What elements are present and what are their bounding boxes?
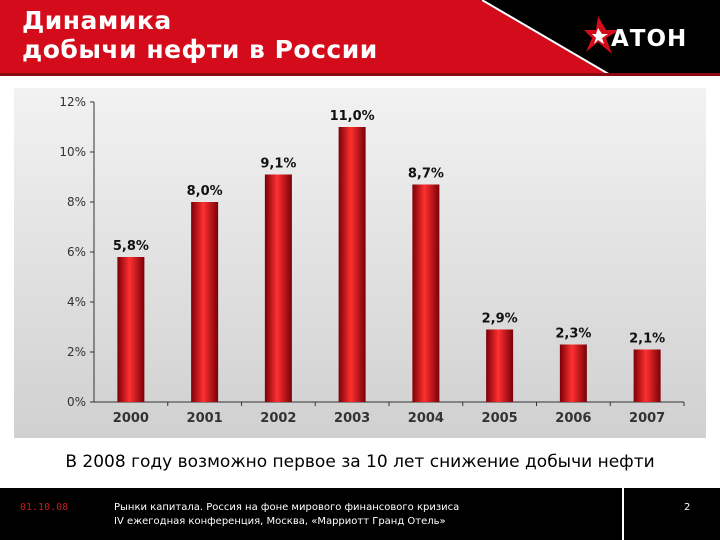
footer-bar: 01.10.08 Рынки капитала. Россия на фоне … [0, 488, 720, 540]
header-banner: Динамика добычи нефти в России АТОН [0, 0, 720, 76]
data-label: 2,9% [482, 312, 518, 327]
aton-logo-icon [584, 16, 620, 54]
x-tick-label: 2006 [555, 411, 591, 426]
bar-2007 [633, 349, 661, 402]
y-tick-label: 10% [59, 145, 86, 159]
x-tick-label: 2001 [187, 411, 223, 426]
data-label: 5,8% [113, 239, 149, 254]
footer-conference-title: Рынки капитала. Россия на фоне мирового … [114, 502, 460, 513]
chart-subtitle: В 2008 году возможно первое за 10 лет сн… [65, 452, 655, 472]
footer-divider [622, 488, 624, 540]
footer-date: 01.10.08 [20, 502, 69, 513]
page-title: Динамика добычи нефти в России [22, 6, 378, 64]
logo-text: АТОН [611, 26, 688, 52]
x-tick-label: 2004 [408, 411, 444, 426]
data-label: 2,1% [629, 332, 665, 347]
page-number: 2 [684, 502, 691, 513]
bar-2006 [559, 344, 587, 402]
x-tick-label: 2005 [482, 411, 518, 426]
x-tick-label: 2007 [629, 411, 665, 426]
bar-2000 [117, 257, 145, 402]
y-tick-label: 8% [67, 195, 86, 209]
data-label: 2,3% [555, 327, 591, 342]
y-tick-label: 2% [67, 345, 86, 359]
bar-2002 [264, 174, 292, 402]
bar-chart: 0% 2% 4% 6% 8% 10% 12% 5,8% 2000 8,0% 2001 9,1% 200… [59, 95, 685, 426]
x-tick-label: 2002 [260, 411, 296, 426]
bar-2001 [191, 202, 219, 402]
data-label: 8,0% [187, 184, 223, 199]
data-label: 11,0% [330, 109, 375, 124]
x-tick-label: 2003 [334, 411, 370, 426]
y-tick-label: 12% [59, 95, 86, 109]
chart-panel: 0% 2% 4% 6% 8% 10% 12% 5,8% 2000 8,0% 2001 9,1% 200… [14, 88, 706, 438]
title-line-1: Динамика [22, 6, 172, 35]
data-label: 9,1% [260, 157, 296, 172]
footer-conference-details: IV ежегодная конференция, Москва, «Марри… [114, 516, 446, 527]
x-tick-label: 2000 [113, 411, 149, 426]
bar-2005 [486, 329, 514, 402]
header-divider [0, 73, 720, 76]
title-line-2: добычи нефти в России [22, 35, 378, 64]
data-label: 8,7% [408, 167, 444, 182]
bar-2004 [412, 184, 440, 402]
y-tick-label: 4% [67, 295, 86, 309]
bar-2003 [338, 127, 366, 402]
y-tick-label: 6% [67, 245, 86, 259]
y-tick-label: 0% [67, 395, 86, 409]
